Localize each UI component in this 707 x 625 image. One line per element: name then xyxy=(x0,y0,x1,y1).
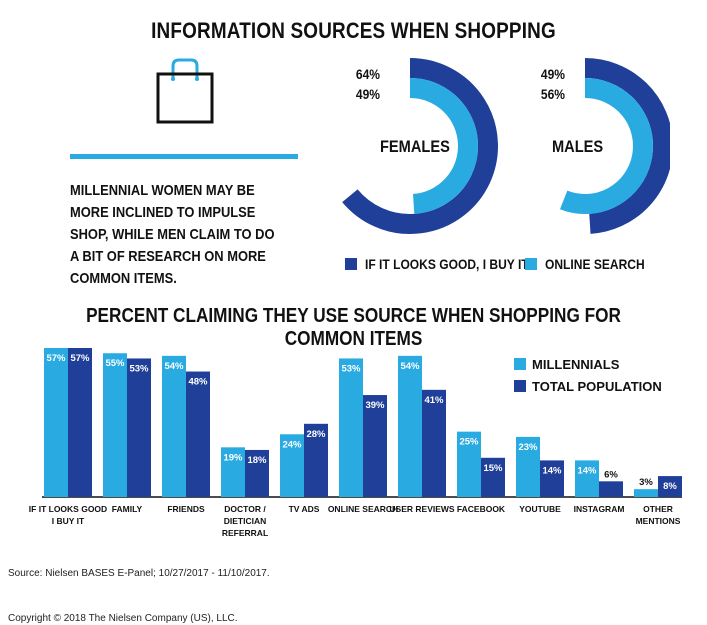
donut-legend-item-2: ONLINE SEARCH xyxy=(525,256,661,272)
bar xyxy=(280,434,304,497)
bar xyxy=(304,423,328,497)
legend-swatch xyxy=(514,358,526,370)
donut-arc-outer xyxy=(584,58,670,234)
bar-value-label: 39% xyxy=(365,400,385,411)
accent-rule xyxy=(70,154,298,159)
donut-females-label: FEMALES xyxy=(380,137,450,156)
donut-males-value-2: 56% xyxy=(540,86,565,102)
bar xyxy=(44,348,68,497)
bar xyxy=(221,447,245,497)
x-tick-label: ONLINE SEARCH xyxy=(328,504,398,514)
bar xyxy=(127,358,151,497)
bar-value-label: 14% xyxy=(577,465,597,476)
donut-arc-outer xyxy=(342,58,498,234)
bar-chart: 57% 57% IF IT LOOKS GOOD I BUY IT 55% 53% FAMI… xyxy=(29,348,682,538)
bar-value-label: 23% xyxy=(518,442,538,453)
bar xyxy=(68,348,92,497)
bar xyxy=(398,355,422,497)
x-tick-label: MENTIONS xyxy=(636,516,681,526)
x-tick-label: TV ADS xyxy=(289,504,320,514)
bar xyxy=(658,476,682,497)
insight-text: MILLENNIAL WOMEN MAY BE MORE INCLINED TO… xyxy=(70,182,275,287)
bar-value-label: 53% xyxy=(341,363,361,374)
bar xyxy=(599,481,623,497)
bar xyxy=(186,371,210,497)
x-tick-label: I BUY IT xyxy=(52,516,85,526)
bar-value-label: 6% xyxy=(604,469,618,480)
bar-value-label: 19% xyxy=(223,452,243,463)
bar-value-label: 18% xyxy=(247,455,267,466)
bar-value-label: 14% xyxy=(542,465,562,476)
x-tick-label: FAMILY xyxy=(112,504,143,514)
shopping-bag-icon xyxy=(156,58,214,124)
bar-value-label: 54% xyxy=(164,361,184,372)
bar xyxy=(339,358,363,497)
bar-value-label: 57% xyxy=(70,353,90,364)
bar-value-label: 55% xyxy=(105,358,125,369)
bar xyxy=(634,489,658,497)
x-tick-label: FACEBOOK xyxy=(457,504,506,514)
bar-value-label: 54% xyxy=(400,361,420,372)
donut-arc-inner xyxy=(409,78,478,214)
bar xyxy=(481,457,505,497)
x-tick-label: YOUTUBE xyxy=(519,504,561,514)
legend-swatch-dark xyxy=(345,258,357,270)
bar xyxy=(162,355,186,497)
bar xyxy=(540,460,564,497)
bar-value-label: 25% xyxy=(459,437,479,448)
x-tick-label: FRIENDS xyxy=(167,504,205,514)
bar xyxy=(457,431,481,497)
bar-chart-title: PERCENT CLAIMING THEY USE SOURCE WHEN SH… xyxy=(86,305,621,350)
bar xyxy=(363,395,387,497)
legend-label: TOTAL POPULATION xyxy=(532,379,662,394)
bar xyxy=(245,449,269,497)
source-note: Source: Nielsen BASES E-Panel; 10/27/201… xyxy=(8,568,270,579)
bar xyxy=(103,353,127,497)
bar-value-label: 28% xyxy=(306,429,326,440)
donut-males-value-1: 49% xyxy=(540,66,565,82)
bar-value-label: 41% xyxy=(424,395,444,406)
bar-value-label: 8% xyxy=(663,481,677,492)
donut-charts xyxy=(342,58,670,234)
legend-label: IF IT LOOKS GOOD, I BUY IT xyxy=(365,256,529,272)
bar-value-label: 15% xyxy=(483,463,503,474)
donut-males-label: MALES xyxy=(552,137,604,156)
bar xyxy=(516,436,540,497)
donut-females-value-2: 49% xyxy=(355,86,380,102)
x-tick-label: INSTAGRAM xyxy=(574,504,625,514)
x-tick-label: IF IT LOOKS GOOD xyxy=(29,504,107,514)
page-title: INFORMATION SOURCES WHEN SHOPPING xyxy=(151,18,556,43)
x-tick-label: DOCTOR / xyxy=(224,504,266,514)
legend-label: MILLENNIALS xyxy=(532,357,620,372)
bar-value-label: 3% xyxy=(639,477,653,488)
donut-females-value-1: 64% xyxy=(355,66,380,82)
bar-value-label: 24% xyxy=(282,439,302,450)
copyright-note: Copyright © 2018 The Nielsen Company (US… xyxy=(8,613,238,624)
x-tick-label: REFERRAL xyxy=(222,528,268,538)
bar xyxy=(422,389,446,497)
legend-label: ONLINE SEARCH xyxy=(545,256,645,272)
x-tick-label: OTHER xyxy=(643,504,673,514)
x-tick-label: DIETICIAN xyxy=(224,516,267,526)
bar-value-label: 48% xyxy=(188,377,208,388)
legend-swatch xyxy=(514,380,526,392)
bar xyxy=(575,460,599,497)
donut-arc-inner xyxy=(559,78,653,214)
bar-value-label: 53% xyxy=(129,363,149,374)
donut-legend-item-1: IF IT LOOKS GOOD, I BUY IT xyxy=(345,256,555,272)
bar-value-label: 57% xyxy=(46,353,66,364)
legend-swatch-light xyxy=(525,258,537,270)
x-tick-label: USER REVIEWS xyxy=(389,504,455,514)
